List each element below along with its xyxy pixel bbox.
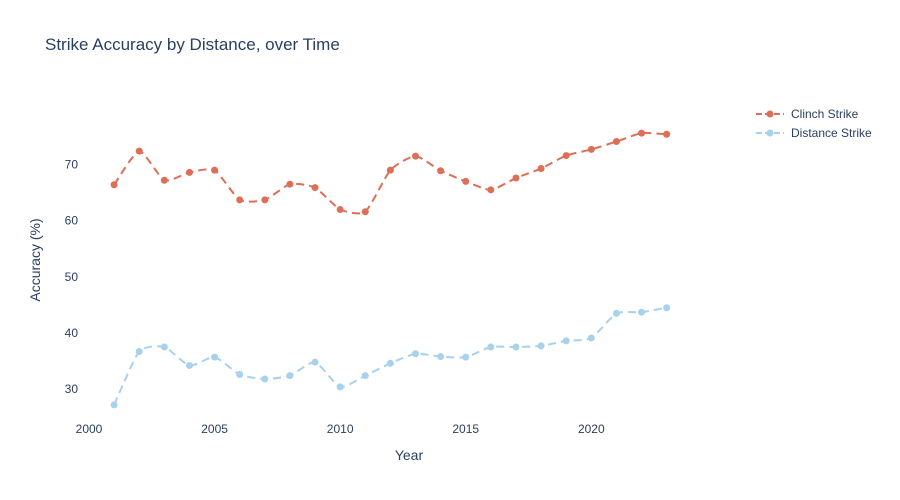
data-point-clinch-strike-2014[interactable] <box>437 167 445 175</box>
data-point-distance-strike-2014[interactable] <box>437 353 445 361</box>
data-point-distance-strike-2013[interactable] <box>412 350 419 358</box>
data-point-clinch-strike-2001[interactable] <box>110 181 118 189</box>
data-point-clinch-strike-2023[interactable] <box>663 130 671 138</box>
legend-marker-distance <box>766 129 774 137</box>
x-tick-label: 2005 <box>201 422 228 436</box>
data-point-distance-strike-2022[interactable] <box>638 308 646 316</box>
data-point-distance-strike-2004[interactable] <box>185 362 193 370</box>
data-point-distance-strike-2019[interactable] <box>562 337 570 345</box>
data-point-clinch-strike-2022[interactable] <box>638 129 646 137</box>
y-tick-label: 40 <box>65 326 79 340</box>
x-axis-ticks: 2000 2005 2010 2015 2020 <box>76 422 605 436</box>
data-point-clinch-strike-2010[interactable] <box>336 205 344 213</box>
data-point-distance-strike-2009[interactable] <box>311 358 319 366</box>
data-point-distance-strike-2003[interactable] <box>160 343 168 351</box>
data-point-clinch-strike-2018[interactable] <box>537 164 545 172</box>
data-point-clinch-strike-2011[interactable] <box>361 208 369 216</box>
data-point-clinch-strike-2019[interactable] <box>562 152 570 160</box>
data-point-distance-strike-2008[interactable] <box>286 372 294 380</box>
data-point-clinch-strike-2003[interactable] <box>160 176 168 184</box>
data-point-distance-strike-2011[interactable] <box>361 372 369 380</box>
data-point-clinch-strike-2005[interactable] <box>211 166 219 174</box>
data-point-clinch-strike-2006[interactable] <box>236 196 244 204</box>
chart-title: Strike Accuracy by Distance, over Time <box>45 35 340 54</box>
x-tick-label: 2010 <box>327 422 354 436</box>
data-point-clinch-strike-2009[interactable] <box>311 184 319 192</box>
legend-item-clinch-strike[interactable]: Clinch Strike <box>756 107 859 121</box>
data-point-distance-strike-2020[interactable] <box>587 334 595 342</box>
legend-label-clinch: Clinch Strike <box>791 107 859 121</box>
y-axis-ticks: 30 40 50 60 70 <box>65 158 79 397</box>
data-point-clinch-strike-2021[interactable] <box>612 138 620 146</box>
data-point-clinch-strike-2015[interactable] <box>462 177 470 185</box>
data-point-distance-strike-2016[interactable] <box>487 343 495 351</box>
data-point-distance-strike-2021[interactable] <box>612 309 620 317</box>
x-tick-label: 2020 <box>578 422 605 436</box>
legend: Clinch Strike Distance Strike <box>756 107 872 140</box>
data-point-clinch-strike-2016[interactable] <box>487 186 495 194</box>
data-point-distance-strike-2010[interactable] <box>336 383 344 391</box>
y-axis-title: Accuracy (%) <box>27 218 43 301</box>
x-tick-label: 2015 <box>452 422 479 436</box>
data-point-clinch-strike-2007[interactable] <box>261 196 269 204</box>
data-point-clinch-strike-2008[interactable] <box>286 180 294 188</box>
data-point-distance-strike-2001[interactable] <box>110 401 118 409</box>
legend-label-distance: Distance Strike <box>791 126 872 140</box>
y-tick-label: 30 <box>65 382 79 396</box>
legend-marker-clinch <box>766 110 774 118</box>
series-line-clinch-strike <box>113 131 667 215</box>
y-tick-label: 60 <box>65 214 79 228</box>
data-point-clinch-strike-2017[interactable] <box>512 174 520 182</box>
y-tick-label: 50 <box>65 270 79 284</box>
data-point-distance-strike-2015[interactable] <box>462 353 470 361</box>
data-point-clinch-strike-2020[interactable] <box>587 145 595 153</box>
data-point-clinch-strike-2002[interactable] <box>135 147 143 155</box>
plot-area <box>110 129 671 409</box>
data-point-clinch-strike-2004[interactable] <box>185 168 193 176</box>
data-point-distance-strike-2005[interactable] <box>211 353 219 361</box>
legend-item-distance-strike[interactable]: Distance Strike <box>756 126 872 140</box>
x-tick-label: 2000 <box>76 422 103 436</box>
data-point-distance-strike-2017[interactable] <box>512 343 520 351</box>
data-point-distance-strike-2006[interactable] <box>236 371 244 379</box>
data-point-distance-strike-2007[interactable] <box>261 375 269 383</box>
data-point-distance-strike-2023[interactable] <box>663 304 671 312</box>
data-point-distance-strike-2002[interactable] <box>135 348 143 356</box>
data-point-clinch-strike-2013[interactable] <box>412 152 419 160</box>
data-point-clinch-strike-2012[interactable] <box>386 166 394 174</box>
x-axis-title: Year <box>395 447 424 463</box>
data-point-distance-strike-2012[interactable] <box>386 359 394 367</box>
series-line-distance-strike <box>113 306 667 406</box>
data-point-distance-strike-2018[interactable] <box>537 342 545 350</box>
y-tick-label: 70 <box>65 158 79 172</box>
